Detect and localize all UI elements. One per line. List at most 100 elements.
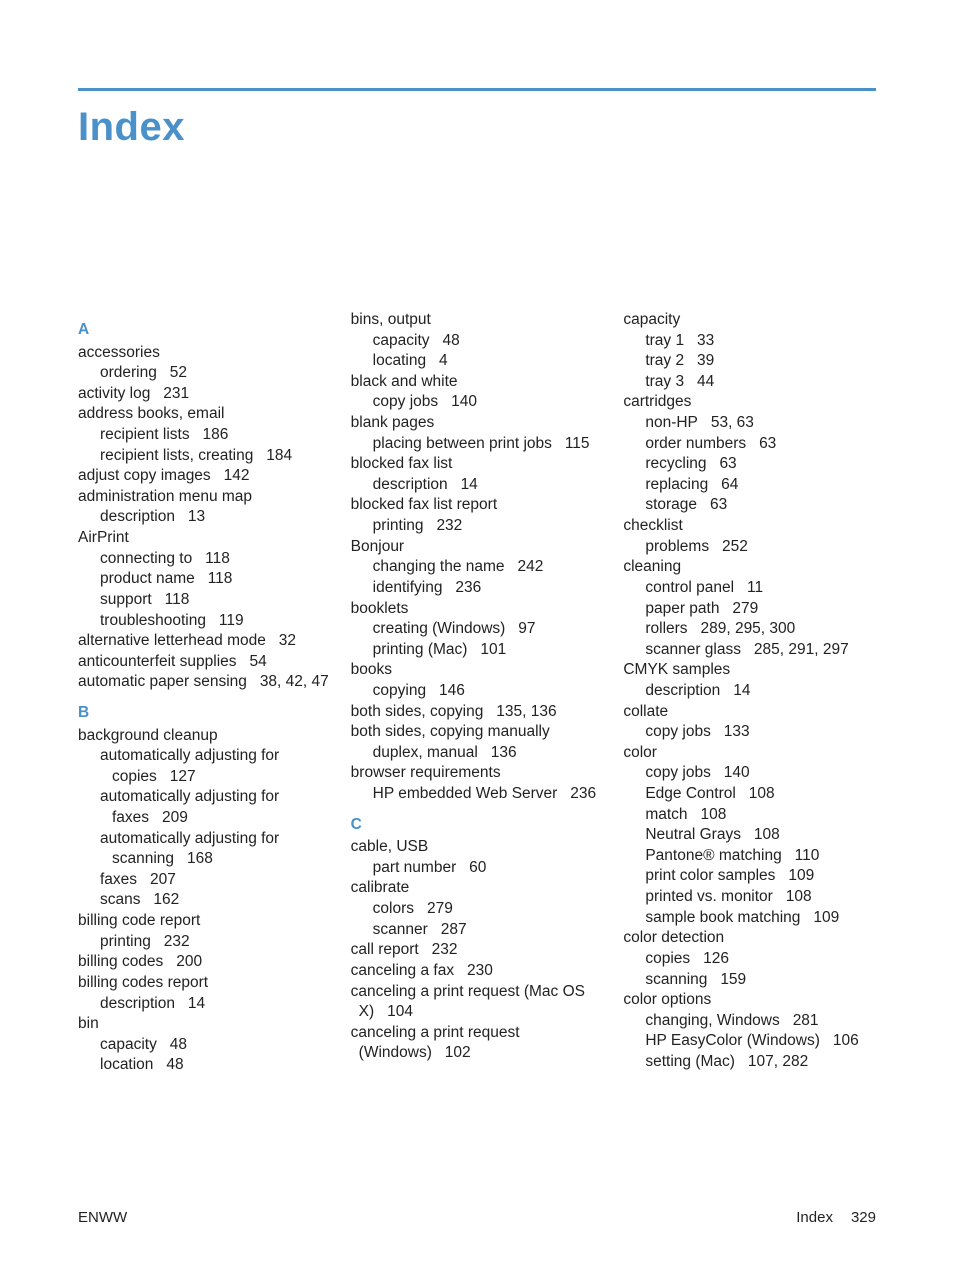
entry-text: call report <box>351 941 419 958</box>
page-ref: 136 <box>491 744 517 761</box>
index-subentry: copy jobs 133 <box>623 722 876 743</box>
entry-text: print color samples <box>645 867 775 884</box>
entry-text: scanner <box>373 921 428 938</box>
entry-text: setting (Mac) <box>645 1053 735 1070</box>
page-ref: 133 <box>724 723 750 740</box>
entry-text: checklist <box>623 517 682 534</box>
index-subentry: printing 232 <box>78 932 331 953</box>
page-ref: 54 <box>249 653 266 670</box>
page-ref: 104 <box>387 1003 413 1020</box>
entry-text: troubleshooting <box>100 612 206 629</box>
page-ref: 64 <box>721 476 738 493</box>
entry-text: both sides, copying <box>351 703 484 720</box>
page-ref: 108 <box>786 888 812 905</box>
entry-text: canceling a print request (Mac OS X) <box>351 983 585 1021</box>
page-ref: 48 <box>442 332 459 349</box>
index-entry: billing code report <box>78 911 331 932</box>
index-subentry: colors 279 <box>351 899 604 920</box>
page-ref: 63 <box>710 496 727 513</box>
page-title: Index <box>78 105 876 150</box>
index-entry: canceling a print request (Mac OS X) 104 <box>351 982 604 1023</box>
page-ref: 118 <box>165 591 190 608</box>
index-entry: bin <box>78 1014 331 1035</box>
page-footer: ENWW Index 329 <box>78 1209 876 1226</box>
entry-text: locating <box>373 352 426 369</box>
entry-text: color options <box>623 991 711 1008</box>
entry-text: description <box>373 476 448 493</box>
index-entry: address books, email <box>78 404 331 425</box>
entry-text: ordering <box>100 364 157 381</box>
entry-text: tray 1 <box>645 332 684 349</box>
index-entry: billing codes report <box>78 973 331 994</box>
page-ref: 252 <box>722 538 748 555</box>
page-ref: 109 <box>813 909 839 926</box>
entry-text: scanner glass <box>645 641 741 658</box>
index-subentry: Pantone® matching 110 <box>623 846 876 867</box>
index-entry: color <box>623 743 876 764</box>
footer-left: ENWW <box>78 1209 127 1226</box>
entry-text: adjust copy images <box>78 467 211 484</box>
index-subentry: identifying 236 <box>351 578 604 599</box>
entry-text: blocked fax list <box>351 455 453 472</box>
entry-text: capacity <box>623 311 680 328</box>
entry-text: printing (Mac) <box>373 641 468 658</box>
index-subentry: automatically adjusting for copies 127 <box>78 746 331 787</box>
page-ref: 236 <box>455 579 481 596</box>
index-subentry: creating (Windows) 97 <box>351 619 604 640</box>
index-subentry: connecting to 118 <box>78 549 331 570</box>
index-entry: both sides, copying manually <box>351 722 604 743</box>
index-entry: cable, USB <box>351 837 604 858</box>
index-subentry: printing (Mac) 101 <box>351 640 604 661</box>
index-entry: color detection <box>623 928 876 949</box>
index-entry: cleaning <box>623 557 876 578</box>
page-ref: 186 <box>203 426 229 443</box>
page-ref: 102 <box>445 1044 471 1061</box>
page-ref: 101 <box>480 641 506 658</box>
entry-text: problems <box>645 538 709 555</box>
entry-text: printing <box>100 933 151 950</box>
page-ref: 107, 282 <box>748 1053 808 1070</box>
footer-right-label: Index <box>796 1209 833 1226</box>
index-subentry: capacity 48 <box>78 1035 331 1056</box>
entry-text: blank pages <box>351 414 435 431</box>
index-entry: alternative letterhead mode 32 <box>78 631 331 652</box>
index-subentry: placing between print jobs 115 <box>351 434 604 455</box>
index-subentry: recipient lists, creating 184 <box>78 446 331 467</box>
index-entry: checklist <box>623 516 876 537</box>
page-ref: 184 <box>266 447 292 464</box>
index-subentry: duplex, manual 136 <box>351 743 604 764</box>
index-entry: capacity <box>623 310 876 331</box>
page-ref: 285, 291, 297 <box>754 641 849 658</box>
entry-text: administration menu map <box>78 488 252 505</box>
entry-text: copying <box>373 682 426 699</box>
entry-text: replacing <box>645 476 708 493</box>
page-ref: 48 <box>166 1056 183 1073</box>
page-ref: 118 <box>208 570 233 587</box>
index-subentry: print color samples 109 <box>623 866 876 887</box>
footer-page-number: 329 <box>851 1209 876 1226</box>
entry-text: both sides, copying manually <box>351 723 550 740</box>
index-subentry: rollers 289, 295, 300 <box>623 619 876 640</box>
page-ref: 230 <box>467 962 493 979</box>
index-column-1: Aaccessoriesordering 52activity log 231a… <box>78 310 331 1076</box>
entry-text: copies <box>645 950 690 967</box>
entry-text: recipient lists, creating <box>100 447 253 464</box>
index-subentry: copies 126 <box>623 949 876 970</box>
index-subentry: printing 232 <box>351 516 604 537</box>
top-rule <box>78 88 876 91</box>
index-subentry: tray 3 44 <box>623 372 876 393</box>
index-entry: call report 232 <box>351 940 604 961</box>
index-subentry: recycling 63 <box>623 454 876 475</box>
entry-text: duplex, manual <box>373 744 478 761</box>
entry-text: recycling <box>645 455 706 472</box>
page-ref: 63 <box>759 435 776 452</box>
entry-text: color <box>623 744 657 761</box>
entry-text: copy jobs <box>645 764 710 781</box>
entry-text: automatic paper sensing <box>78 673 260 690</box>
index-entry: color options <box>623 990 876 1011</box>
index-column-2: bins, outputcapacity 48locating 4black a… <box>351 310 604 1076</box>
entry-text: books <box>351 661 392 678</box>
index-entry: billing codes 200 <box>78 952 331 973</box>
entry-text: address books, email <box>78 405 224 422</box>
entry-text: black and white <box>351 373 458 390</box>
